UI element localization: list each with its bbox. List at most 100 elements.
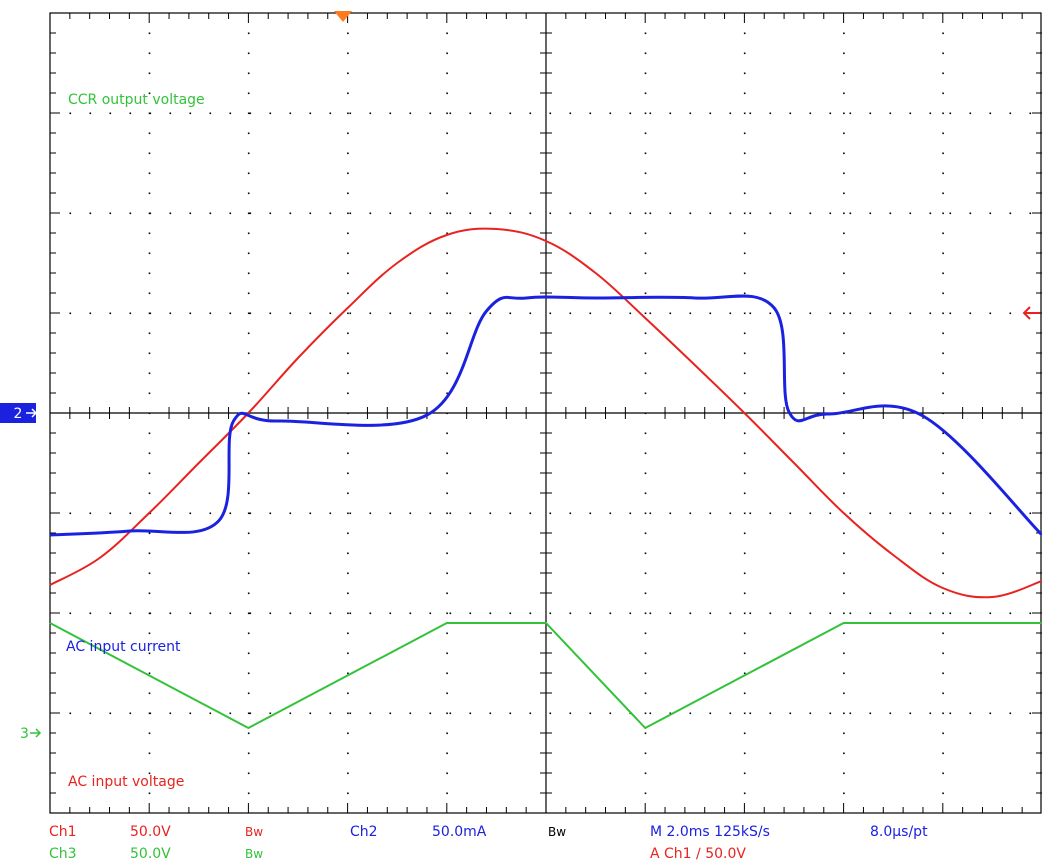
grid-dot xyxy=(169,512,172,515)
grid-dot xyxy=(249,212,252,215)
grid-dot xyxy=(249,612,252,615)
grid-dot xyxy=(369,112,372,115)
grid-dot xyxy=(446,612,448,615)
grid-dot xyxy=(743,372,746,375)
grid-dot xyxy=(109,712,112,715)
grid-dot xyxy=(389,712,392,715)
grid-dot xyxy=(929,712,932,715)
grid-dot xyxy=(149,612,152,615)
grid-dot xyxy=(644,392,647,395)
grid-dot xyxy=(347,272,349,275)
grid-dot xyxy=(69,712,72,715)
grid-dot xyxy=(209,312,212,315)
grid-dot xyxy=(446,332,448,335)
grid-dot xyxy=(942,112,944,115)
grid-dot xyxy=(644,352,647,355)
grid-dot xyxy=(743,512,746,515)
grid-dot xyxy=(247,252,250,255)
grid-dot xyxy=(849,312,852,315)
grid-dot xyxy=(743,772,746,775)
ch2-arrow-icon xyxy=(26,408,38,418)
grid-dot xyxy=(942,492,944,495)
grid-dot xyxy=(529,612,532,615)
grid-dot xyxy=(1009,112,1012,115)
grid-dot xyxy=(942,252,944,255)
grid-dot xyxy=(743,152,746,155)
grid-dot xyxy=(743,532,746,535)
grid-dot xyxy=(189,612,192,615)
grid-dot xyxy=(347,132,349,135)
ccr-output-voltage-trace xyxy=(49,622,1042,729)
grid-dot xyxy=(469,312,472,315)
grid-dot xyxy=(843,292,845,295)
grid-dot xyxy=(529,512,532,515)
grid-dot xyxy=(644,132,647,135)
grid-dot xyxy=(769,212,772,215)
grid-dot xyxy=(509,512,512,515)
grid-dot xyxy=(247,672,250,675)
grid-dot xyxy=(749,312,752,315)
grid-dot xyxy=(644,592,647,595)
sample-resolution-readout: 8.0µs/pt xyxy=(870,824,928,840)
grid-dot xyxy=(843,152,845,155)
grid-dot xyxy=(347,332,349,335)
grid-dot xyxy=(446,52,448,55)
grid-dot xyxy=(229,312,232,315)
grid-dot xyxy=(247,632,250,635)
grid-dot xyxy=(644,652,647,655)
grid-dot xyxy=(469,112,472,115)
grid-dot xyxy=(609,212,612,215)
grid-dot xyxy=(829,312,832,315)
grid-dot xyxy=(789,712,792,715)
grid-dot xyxy=(609,712,612,715)
grid-dot xyxy=(644,772,647,775)
grid-dot xyxy=(843,712,845,715)
ch3-ground-marker[interactable]: 3 xyxy=(20,726,42,742)
grid-dot xyxy=(446,312,448,315)
grid-dot xyxy=(209,712,212,715)
grid-dot xyxy=(1009,512,1012,515)
grid-dot xyxy=(909,212,912,215)
grid-dot xyxy=(349,312,352,315)
grid-dot xyxy=(148,192,151,195)
grid-dot xyxy=(843,232,845,235)
grid-dot xyxy=(149,112,152,115)
grid-dot xyxy=(789,312,792,315)
grid-dot xyxy=(446,472,448,475)
grid-dot xyxy=(189,212,192,215)
grid-dot xyxy=(69,512,72,515)
grid-dot xyxy=(309,612,312,615)
grid-dot xyxy=(949,712,952,715)
grid-dot xyxy=(644,72,647,75)
grid-dot xyxy=(769,712,772,715)
grid-dot xyxy=(148,592,151,595)
grid-dot xyxy=(446,152,448,155)
grid-dot xyxy=(148,32,151,35)
ch2-marker-badge xyxy=(0,403,36,423)
grid-dot xyxy=(247,92,250,95)
grid-dot xyxy=(247,532,250,535)
grid-dot xyxy=(644,32,647,35)
grid-dot xyxy=(849,112,852,115)
grid-dot xyxy=(347,512,349,515)
grid-dot xyxy=(843,792,845,795)
grid-dot xyxy=(569,612,572,615)
grid-dot xyxy=(843,272,845,275)
grid-dot xyxy=(942,672,944,675)
grid-dot xyxy=(644,792,647,795)
grid-dot xyxy=(409,112,412,115)
grid-dot xyxy=(649,612,652,615)
grid-dot xyxy=(289,112,292,115)
grid-dot xyxy=(446,492,448,495)
grid-dot xyxy=(129,112,132,115)
grid-dot xyxy=(644,692,647,695)
grid-dot xyxy=(329,612,332,615)
grid-dot xyxy=(889,512,892,515)
grid-dot xyxy=(989,112,992,115)
grid-dot xyxy=(644,212,647,215)
grid-dot xyxy=(409,312,412,315)
grid-dot xyxy=(942,612,944,615)
ch3-name: Ch3 xyxy=(49,846,77,862)
ch2-ground-marker[interactable]: 2 xyxy=(0,403,38,423)
grid-dot xyxy=(469,512,472,515)
